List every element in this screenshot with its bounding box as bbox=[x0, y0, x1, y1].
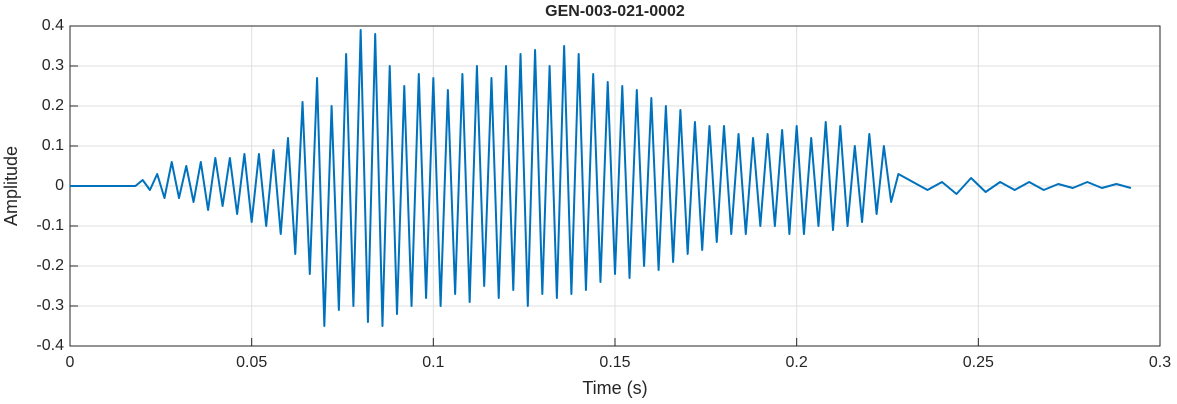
x-tick-label: 0.15 bbox=[599, 354, 630, 371]
chart-title: GEN-003-021-0002 bbox=[545, 3, 685, 20]
y-tick-label: 0.4 bbox=[42, 17, 64, 34]
x-axis-label: Time (s) bbox=[582, 378, 647, 398]
y-tick-label: 0.1 bbox=[42, 137, 64, 154]
x-tick-label: 0.3 bbox=[1149, 354, 1171, 371]
x-tick-label: 0.25 bbox=[963, 354, 994, 371]
waveform bbox=[70, 29, 1132, 327]
y-tick-label: 0.2 bbox=[42, 97, 64, 114]
x-tick-label: 0.1 bbox=[422, 354, 444, 371]
x-tick-label: 0 bbox=[66, 354, 75, 371]
y-tick-label: -0.3 bbox=[36, 297, 64, 314]
y-tick-label: -0.4 bbox=[36, 337, 64, 354]
y-tick-label: -0.2 bbox=[36, 257, 64, 274]
y-tick-label: 0.3 bbox=[42, 57, 64, 74]
x-tick-label: 0.2 bbox=[786, 354, 808, 371]
x-tick-label: 0.05 bbox=[236, 354, 267, 371]
y-axis-label: Amplitude bbox=[1, 146, 21, 226]
y-tick-label: -0.1 bbox=[36, 217, 64, 234]
y-tick-label: 0 bbox=[55, 177, 64, 194]
